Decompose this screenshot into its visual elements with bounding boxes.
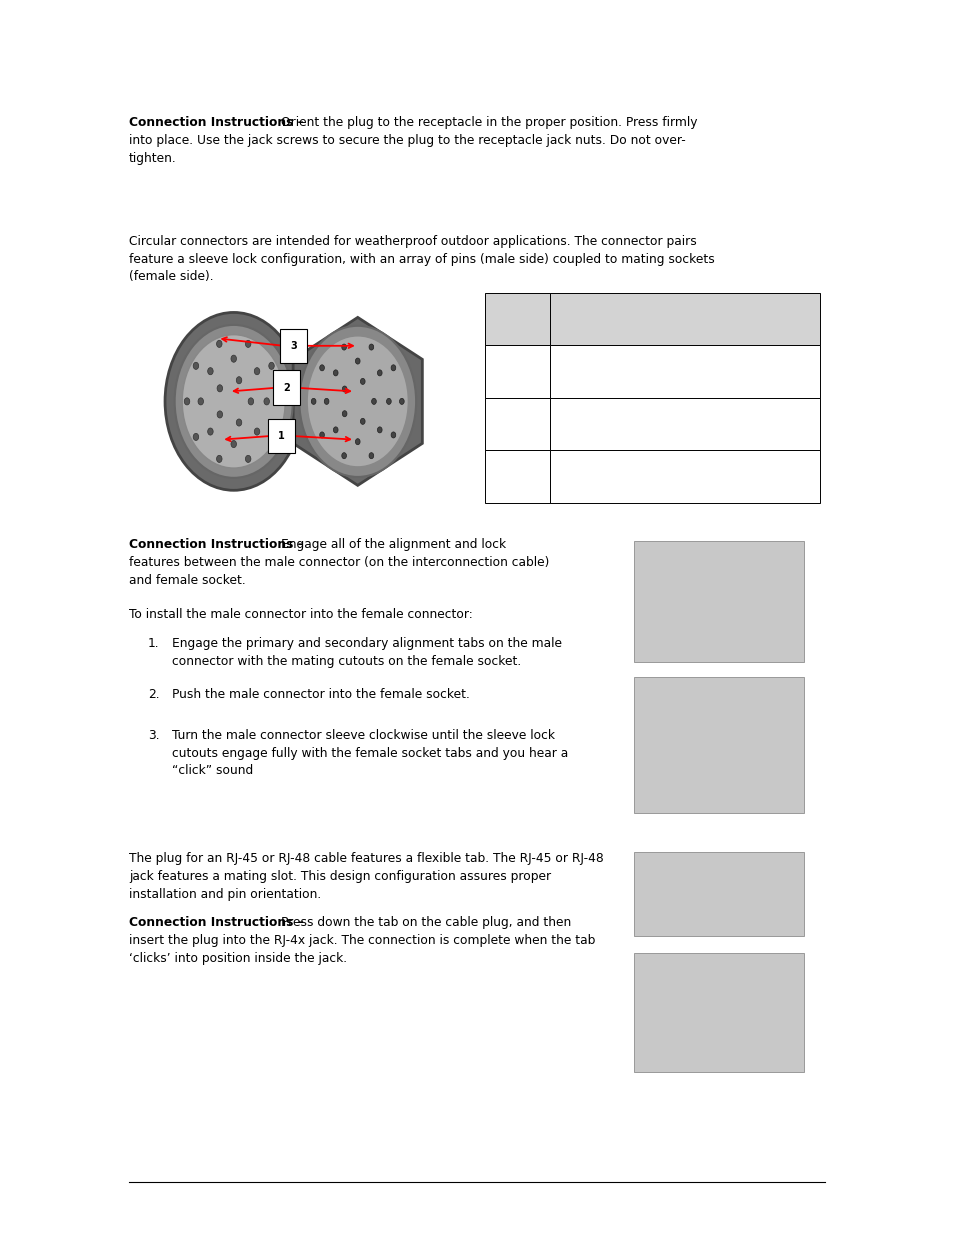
Circle shape [269, 433, 274, 441]
Circle shape [369, 345, 374, 350]
Text: Connection Instructions –: Connection Instructions – [129, 116, 307, 130]
Bar [550, 398, 820, 451]
Circle shape [319, 364, 324, 370]
Circle shape [174, 325, 293, 478]
Text: ‘clicks’ into position inside the jack.: ‘clicks’ into position inside the jack. [129, 952, 347, 966]
Text: tighten.: tighten. [129, 152, 176, 165]
FancyBboxPatch shape [268, 419, 294, 453]
Bar [550, 346, 820, 398]
Circle shape [355, 358, 359, 364]
Circle shape [386, 399, 391, 404]
Text: Connection Instructions –: Connection Instructions – [129, 538, 307, 552]
Bar [484, 398, 550, 451]
Bar [484, 451, 550, 503]
Circle shape [217, 385, 222, 391]
Bar [634, 953, 803, 1072]
Circle shape [372, 399, 375, 404]
Circle shape [236, 377, 241, 384]
Bar [484, 293, 550, 346]
FancyBboxPatch shape [280, 329, 307, 363]
Circle shape [355, 438, 359, 445]
Circle shape [165, 312, 302, 490]
Text: Turn the male connector sleeve clockwise until the sleeve lock: Turn the male connector sleeve clockwise… [172, 729, 554, 742]
Text: Circular connectors are intended for weatherproof outdoor applications. The conn: Circular connectors are intended for wea… [129, 235, 696, 248]
Circle shape [311, 399, 315, 404]
Circle shape [360, 378, 365, 384]
Circle shape [319, 432, 324, 438]
Circle shape [342, 411, 347, 416]
Text: 1.: 1. [148, 637, 159, 651]
Text: “click” sound: “click” sound [172, 764, 253, 778]
Circle shape [193, 362, 198, 369]
Text: cutouts engage fully with the female socket tabs and you hear a: cutouts engage fully with the female soc… [172, 746, 567, 760]
Bar [634, 677, 803, 813]
Circle shape [193, 433, 198, 441]
Polygon shape [293, 317, 422, 485]
Text: features between the male connector (on the interconnection cable): features between the male connector (on … [129, 557, 549, 569]
Text: 2.: 2. [148, 688, 159, 701]
Circle shape [391, 364, 395, 370]
Text: Engage the primary and secondary alignment tabs on the male: Engage the primary and secondary alignme… [172, 637, 561, 651]
Circle shape [182, 335, 285, 468]
Text: 3: 3 [290, 341, 297, 351]
Circle shape [324, 399, 329, 404]
Circle shape [245, 341, 251, 347]
Bar [634, 852, 803, 936]
Circle shape [341, 345, 346, 350]
Text: and female socket.: and female socket. [129, 574, 245, 588]
Text: Engage all of the alignment and lock: Engage all of the alignment and lock [281, 538, 506, 552]
Circle shape [208, 368, 213, 374]
Text: jack features a mating slot. This design configuration assures proper: jack features a mating slot. This design… [129, 869, 550, 883]
Circle shape [377, 369, 382, 375]
Circle shape [399, 399, 404, 404]
Text: To install the male connector into the female connector:: To install the male connector into the f… [129, 608, 472, 621]
Circle shape [299, 326, 416, 477]
Circle shape [216, 456, 222, 462]
Text: into place. Use the jack screws to secure the plug to the receptacle jack nuts. : into place. Use the jack screws to secur… [129, 135, 685, 147]
Circle shape [198, 398, 203, 405]
Circle shape [264, 398, 269, 405]
Circle shape [254, 368, 259, 374]
Text: The plug for an RJ-45 or RJ-48 cable features a flexible tab. The RJ-45 or RJ-48: The plug for an RJ-45 or RJ-48 cable fea… [129, 852, 603, 866]
Circle shape [231, 356, 236, 362]
Text: Press down the tab on the cable plug, and then: Press down the tab on the cable plug, an… [281, 916, 571, 930]
Circle shape [245, 456, 251, 462]
Circle shape [254, 429, 259, 435]
Circle shape [216, 341, 222, 347]
Text: insert the plug into the RJ-4x jack. The connection is complete when the tab: insert the plug into the RJ-4x jack. The… [129, 935, 595, 947]
Circle shape [360, 419, 365, 425]
Text: Push the male connector into the female socket.: Push the male connector into the female … [172, 688, 469, 701]
Circle shape [184, 398, 190, 405]
Text: Connection Instructions –: Connection Instructions – [129, 916, 307, 930]
Circle shape [333, 427, 337, 433]
Circle shape [231, 441, 236, 447]
Circle shape [217, 411, 222, 417]
Bar [634, 541, 803, 662]
Bar [484, 346, 550, 398]
Text: 1: 1 [277, 431, 285, 441]
Circle shape [208, 429, 213, 435]
Circle shape [369, 453, 374, 458]
Text: (female side).: (female side). [129, 270, 213, 284]
Circle shape [333, 369, 337, 375]
Circle shape [307, 336, 408, 467]
Text: connector with the mating cutouts on the female socket.: connector with the mating cutouts on the… [172, 655, 520, 668]
Text: 3.: 3. [148, 729, 159, 742]
Bar [550, 451, 820, 503]
Circle shape [236, 419, 241, 426]
Circle shape [377, 427, 382, 433]
Circle shape [391, 432, 395, 438]
Circle shape [342, 387, 347, 391]
Text: 2: 2 [282, 383, 290, 393]
FancyBboxPatch shape [273, 370, 299, 405]
Text: installation and pin orientation.: installation and pin orientation. [129, 888, 321, 902]
Text: feature a sleeve lock configuration, with an array of pins (male side) coupled t: feature a sleeve lock configuration, wit… [129, 252, 714, 266]
Bar [550, 293, 820, 346]
Circle shape [341, 453, 346, 458]
Circle shape [269, 362, 274, 369]
Circle shape [277, 398, 283, 405]
Text: Orient the plug to the receptacle in the proper position. Press firmly: Orient the plug to the receptacle in the… [281, 116, 697, 130]
Circle shape [248, 398, 253, 405]
